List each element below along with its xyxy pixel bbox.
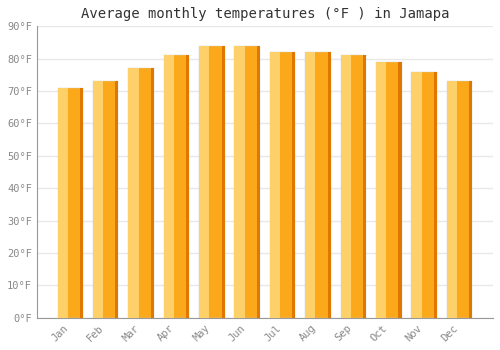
Bar (116, 81, 118, 318)
Bar (128, 68, 154, 318)
Bar (328, 52, 331, 318)
Bar (199, 46, 224, 318)
Bar (292, 52, 296, 318)
Bar (470, 81, 472, 318)
Bar (257, 46, 260, 318)
Bar (270, 52, 280, 318)
Bar (93, 81, 118, 318)
Bar (398, 62, 402, 318)
Bar (150, 68, 154, 318)
Bar (270, 52, 295, 318)
Bar (434, 72, 437, 318)
Bar (128, 68, 138, 318)
Bar (340, 55, 366, 318)
Title: Average monthly temperatures (°F ) in Jamapa: Average monthly temperatures (°F ) in Ja… (80, 7, 449, 21)
Bar (199, 46, 209, 318)
Bar (306, 52, 316, 318)
Bar (376, 62, 402, 318)
Bar (234, 46, 244, 318)
Bar (376, 62, 386, 318)
Bar (58, 88, 68, 318)
Bar (80, 88, 83, 318)
Bar (222, 46, 224, 318)
Bar (363, 55, 366, 318)
Bar (306, 52, 331, 318)
Bar (58, 88, 83, 318)
Bar (447, 81, 472, 318)
Bar (234, 46, 260, 318)
Bar (447, 81, 457, 318)
Bar (412, 72, 437, 318)
Bar (164, 55, 189, 318)
Bar (164, 55, 174, 318)
Bar (412, 72, 422, 318)
Bar (340, 55, 351, 318)
Bar (93, 81, 103, 318)
Bar (186, 55, 189, 318)
